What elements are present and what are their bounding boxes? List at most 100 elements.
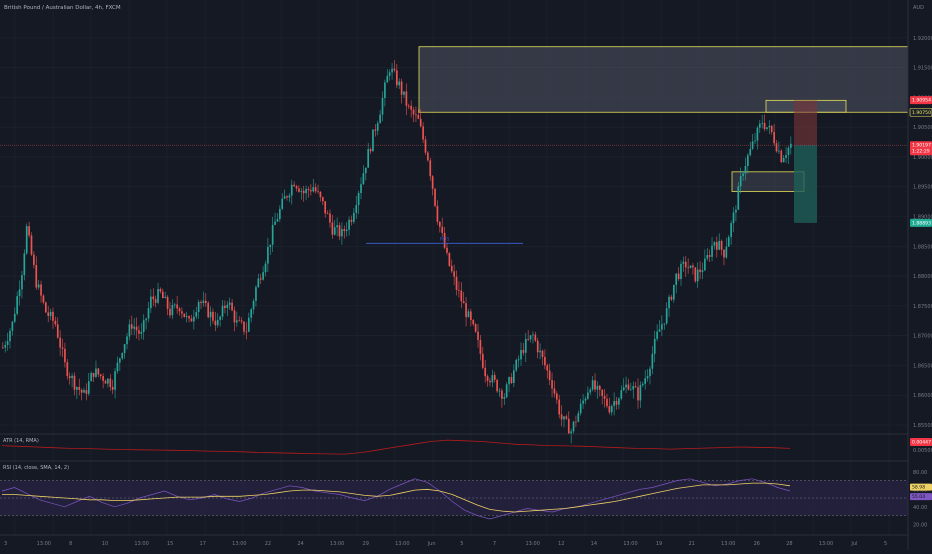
candle-body[interactable] (209, 311, 212, 318)
candle-body[interactable] (293, 184, 295, 187)
candle-body[interactable] (546, 365, 549, 371)
candle-body[interactable] (522, 350, 525, 353)
candle-body[interactable] (367, 149, 370, 168)
candle-body[interactable] (114, 371, 116, 390)
candle-body[interactable] (570, 431, 572, 435)
candle-body[interactable] (412, 109, 415, 115)
candle-body[interactable] (90, 373, 93, 382)
candle-body[interactable] (560, 414, 563, 420)
candle-body[interactable] (71, 375, 73, 379)
candle-body[interactable] (491, 375, 494, 383)
candle-body[interactable] (369, 149, 372, 152)
candle-body[interactable] (140, 331, 143, 334)
candle-body[interactable] (135, 326, 138, 331)
candle-body[interactable] (529, 335, 532, 340)
candle-body[interactable] (720, 240, 723, 250)
candle-body[interactable] (742, 173, 744, 177)
candle-body[interactable] (620, 390, 623, 399)
candle-body[interactable] (305, 188, 307, 194)
candle-body[interactable] (295, 186, 298, 189)
candle-body[interactable] (197, 301, 200, 313)
candle-body[interactable] (596, 385, 599, 390)
candle-body[interactable] (438, 221, 441, 227)
candle-body[interactable] (152, 296, 155, 300)
candle-body[interactable] (121, 353, 124, 359)
candle-body[interactable] (555, 393, 558, 400)
candle-body[interactable] (505, 384, 508, 398)
candle-body[interactable] (269, 244, 272, 248)
candle-body[interactable] (460, 290, 463, 302)
candle-body[interactable] (725, 246, 728, 258)
candle-body[interactable] (713, 242, 716, 246)
candle-body[interactable] (190, 318, 193, 322)
candle-body[interactable] (701, 270, 704, 273)
candle-body[interactable] (35, 265, 38, 288)
candle-body[interactable] (321, 197, 324, 202)
candle-body[interactable] (245, 331, 248, 333)
candle-body[interactable] (775, 143, 778, 152)
candle-body[interactable] (613, 400, 615, 407)
candle-body[interactable] (458, 289, 460, 291)
candle-body[interactable] (116, 362, 119, 372)
candle-body[interactable] (474, 324, 477, 332)
candle-body[interactable] (415, 114, 417, 116)
candle-body[interactable] (178, 308, 181, 312)
candle-body[interactable] (670, 296, 673, 300)
candle-body[interactable] (16, 296, 18, 314)
candle-body[interactable] (749, 148, 752, 156)
candle-body[interactable] (503, 397, 506, 399)
candle-body[interactable] (276, 218, 279, 222)
candle-body[interactable] (687, 267, 689, 269)
candle-body[interactable] (355, 205, 358, 213)
candle-body[interactable] (498, 390, 501, 392)
candle-body[interactable] (544, 356, 546, 366)
candle-body[interactable] (579, 403, 582, 414)
candle-body[interactable] (436, 205, 439, 222)
candle-body[interactable] (453, 271, 455, 277)
candle-body[interactable] (739, 176, 742, 187)
candle-body[interactable] (250, 309, 253, 318)
candle-body[interactable] (744, 165, 747, 174)
candle-body[interactable] (224, 305, 226, 309)
candle-body[interactable] (763, 122, 766, 129)
candle-body[interactable] (336, 225, 338, 228)
candle-body[interactable] (78, 387, 81, 390)
candle-body[interactable] (95, 368, 97, 377)
candle-body[interactable] (608, 406, 611, 413)
candle-body[interactable] (517, 359, 520, 361)
candle-body[interactable] (508, 377, 510, 385)
candle-body[interactable] (288, 195, 291, 198)
candle-body[interactable] (138, 330, 140, 334)
candle-body[interactable] (331, 222, 334, 235)
candle-body[interactable] (126, 336, 128, 345)
candle-body[interactable] (181, 311, 183, 314)
candle-body[interactable] (429, 160, 432, 177)
candle-body[interactable] (319, 191, 322, 198)
candles-layer[interactable] (2, 60, 792, 444)
candle-body[interactable] (694, 267, 697, 282)
candle-body[interactable] (66, 362, 69, 377)
candle-body[interactable] (496, 379, 498, 392)
candle-body[interactable] (410, 105, 412, 110)
candle-body[interactable] (715, 242, 718, 250)
candle-body[interactable] (472, 319, 475, 325)
candle-body[interactable] (255, 287, 257, 301)
price-axis[interactable]: 1.920001.915001.910001.905001.900001.895… (909, 36, 932, 429)
candle-body[interactable] (147, 308, 150, 319)
candle-body[interactable] (589, 389, 592, 393)
candle-body[interactable] (176, 304, 178, 309)
candle-body[interactable] (310, 190, 312, 192)
candle-body[interactable] (257, 278, 260, 288)
candle-body[interactable] (696, 269, 699, 282)
candle-body[interactable] (233, 310, 236, 323)
candle-body[interactable] (782, 158, 785, 163)
candle-body[interactable] (539, 350, 541, 353)
candle-body[interactable] (470, 311, 472, 320)
candle-body[interactable] (200, 301, 202, 303)
candle-body[interactable] (455, 276, 458, 290)
candle-body[interactable] (372, 129, 374, 152)
time-axis[interactable]: 3 13:00 8 10 13:00 15 17 13:00 22 24 13:00 29 13:00 J… (4, 541, 887, 547)
candle-body[interactable] (333, 227, 336, 235)
candle-body[interactable] (658, 329, 661, 332)
candle-body[interactable] (150, 296, 152, 309)
